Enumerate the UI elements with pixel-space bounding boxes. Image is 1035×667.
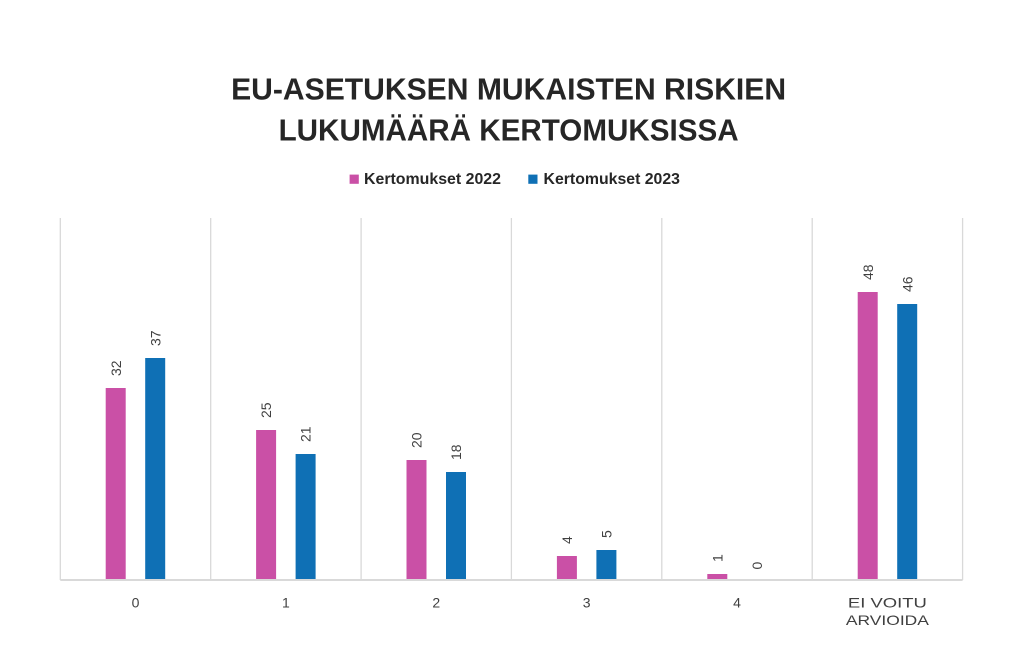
svg-text:25: 25 [258,402,274,418]
svg-text:37: 37 [147,330,163,346]
svg-text:20: 20 [409,432,425,448]
svg-text:Kertomukset 2023: Kertomukset 2023 [544,171,681,188]
svg-text:48: 48 [860,264,876,280]
svg-text:0: 0 [132,594,140,610]
svg-text:3: 3 [583,594,591,610]
svg-text:0: 0 [749,562,765,570]
svg-text:18: 18 [448,444,464,460]
svg-text:EU-ASETUKSEN MUKAISTEN RISKIEN: EU-ASETUKSEN MUKAISTEN RISKIEN [231,72,786,107]
svg-text:21: 21 [298,426,314,442]
svg-text:1: 1 [282,594,290,610]
svg-text:4: 4 [559,536,575,544]
svg-text:5: 5 [599,530,615,538]
svg-text:46: 46 [899,276,915,292]
svg-text:Kertomukset 2022: Kertomukset 2022 [364,171,501,188]
svg-text:4: 4 [733,594,741,610]
svg-text:ARVIOIDA: ARVIOIDA [846,612,930,628]
svg-text:1: 1 [709,554,725,562]
svg-text:32: 32 [108,360,124,376]
svg-text:LUKUMÄÄRÄ KERTOMUKSISSA: LUKUMÄÄRÄ KERTOMUKSISSA [279,113,739,148]
svg-text:2: 2 [432,594,440,610]
svg-text:EI VOITU: EI VOITU [848,594,927,610]
